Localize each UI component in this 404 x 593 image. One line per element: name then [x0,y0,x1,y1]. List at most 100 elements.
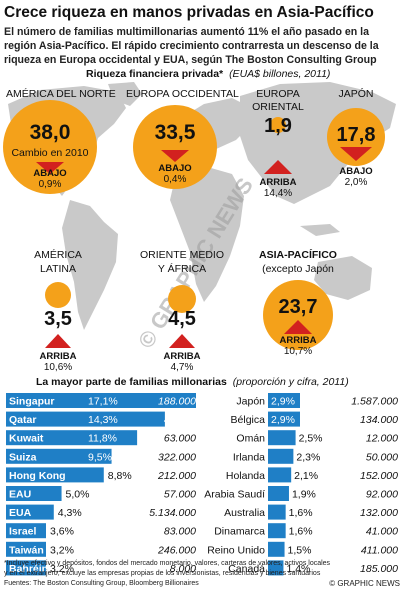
bar-left-country: Taiwán [9,544,44,556]
bar-right-pct: 2,5% [299,433,323,445]
map-title-sub: (EUA$ billones, 2011) [229,68,330,80]
direction-north-america: ABAJO [33,168,66,179]
bar-left-count: 57.000 [164,489,196,501]
bar-left-pct: 9,5% [88,451,112,463]
bar-right-country: Dinamarca [214,526,265,538]
bar-right-count: 185.000 [360,563,398,575]
bar-left-country: Singapur [9,396,55,408]
bar-right-count: 12.000 [366,433,398,445]
bubble-asia-pacific [263,280,333,350]
change-north-america: 0,9% [39,179,62,190]
bar-right-country: Arabia Saudí [204,489,265,501]
bubble-north-america [3,100,97,194]
bar-right-count: 411.000 [361,544,398,556]
bar-left-count: 47.000 [164,414,196,426]
bar-right-count: 132.000 [360,507,398,519]
bar-left-count: 212.000 [157,470,196,482]
footnote-line-1: *Incluye efectivo y depósitos, fondos de… [4,560,331,567]
bar-left-pct: 3,6% [50,526,74,538]
bar-left-pct: 5,0% [66,489,90,501]
bar-right-count: 92.000 [366,489,398,501]
bar-left [6,504,54,520]
bar-left-pct: 3,2% [50,544,74,556]
region-label-japan: JAPÓN [338,87,373,100]
bar-left [6,523,46,539]
bar-right [268,486,289,501]
bar-right [268,430,296,446]
bubble-mideast-africa [168,285,196,313]
bar-left-country: Qatar [9,414,36,426]
bars-title: La mayor parte de familias millonarias (… [36,376,349,388]
bar-left-country: Kuwait [9,433,44,445]
bar-left-count: 83.000 [164,526,196,538]
bar-left-country: Suiza [9,451,37,463]
intro-line-3: riqueza en Europa occidental y EUA, segú… [4,54,377,66]
bar-right [268,411,300,427]
intro-line-2: región Asia-Pacífico. El rápido crecimie… [4,40,379,52]
bar-right-pct: 2,9% [271,396,295,408]
bar-left [6,486,62,501]
bar-right [268,393,300,408]
bar-left-count: 5.134.000 [149,507,196,519]
change-mideast-africa: 4,7% [171,362,194,373]
direction-mideast-africa: ARRIBA [164,351,201,362]
bar-right-pct: 2,9% [271,414,295,426]
direction-latin-america: ARRIBA [40,351,77,362]
bars-title-sub: (proporción y cifra, 2011) [233,376,349,388]
bar-right-pct: 2,3% [296,451,320,463]
credit: © GRAPHIC NEWS [329,579,400,588]
asia-pacific-note-text: (excepto Japón [262,263,334,275]
bar-right-country: Holanda [226,470,265,482]
change-asia-pacific: 10,7% [284,346,312,357]
bar-left-pct: 17,1% [88,396,118,408]
direction-western-europe: ABAJO [158,163,191,174]
region-label-eastern-europe-2: ORIENTAL [252,101,304,113]
bar-right-pct: 1,6% [289,507,313,519]
bar-left-pct: 11,8% [88,433,117,445]
direction-eastern-europe: ARRIBA [260,177,297,188]
region-label-western-europe: EUROPA OCCIDENTAL [126,88,239,100]
footnote-line-2: y en el extranjero; excluye las empresas… [4,570,321,577]
bar-right [268,560,284,576]
sources: Fuentes: The Boston Consulting Group, Bl… [4,580,199,587]
map-title: Riqueza financiera privada* (EUA$ billon… [86,68,330,80]
bar-right-count: 1.587.000 [351,396,398,408]
change-latin-america: 10,6% [44,362,72,373]
arrow-down-north-america [36,162,64,174]
bar-left-pct: 4,3% [58,507,82,519]
change-western-europe: 0,4% [164,174,187,185]
bar-right-country: Reino Unido [207,544,265,556]
bar-left-country: Bahréin [9,563,48,575]
bar-left [6,560,46,576]
bar-left [6,448,112,464]
change-eastern-europe: 14,4% [264,188,292,199]
value-eastern-europe: 1,9 [264,115,292,137]
region-label-latin-america-1: AMÉRICA [34,248,82,261]
arrow-down-western-europe [161,150,189,162]
bar-left-count: 188.000 [158,396,196,408]
bar-right [268,504,286,520]
map-title-main: Riqueza financiera privada* [86,68,224,80]
region-label-mideast-africa-2: Y ÁFRICA [158,262,206,275]
arrow-up-eastern-europe [264,160,292,174]
bars-title-main: La mayor parte de familias millonarias [36,376,227,388]
bar-right-pct: 2,1% [294,470,318,482]
bars-left: Singapur 17,1% 188.000 Qatar 14,3% 47.000 Kuwa… [6,393,196,576]
bar-right-country: Australia [224,507,265,519]
bar-left [6,467,104,483]
bar-right-country: Japón [236,396,265,408]
bar-right-count: 41.000 [366,526,398,538]
intro-line-1: El número de familias multimillonarias a… [4,26,369,38]
region-label-mideast-africa-1: ORIENTE MEDIO [140,249,224,261]
value-north-america: 38,0 [30,121,71,144]
bar-right-pct: 1,9% [292,489,316,501]
bar-right-country: Irlanda [233,451,265,463]
bubble-eastern-europe [270,117,286,133]
bar-left-country: Israel [9,526,37,538]
arrow-up-asia-pacific [284,320,312,334]
note-north-america: Cambio en 2010 [11,147,88,159]
bubble-western-europe [133,105,217,189]
region-label-asia-pacific: ASIA-PACÍFICO [259,248,337,261]
bar-left-pct: 14,3% [88,414,118,426]
